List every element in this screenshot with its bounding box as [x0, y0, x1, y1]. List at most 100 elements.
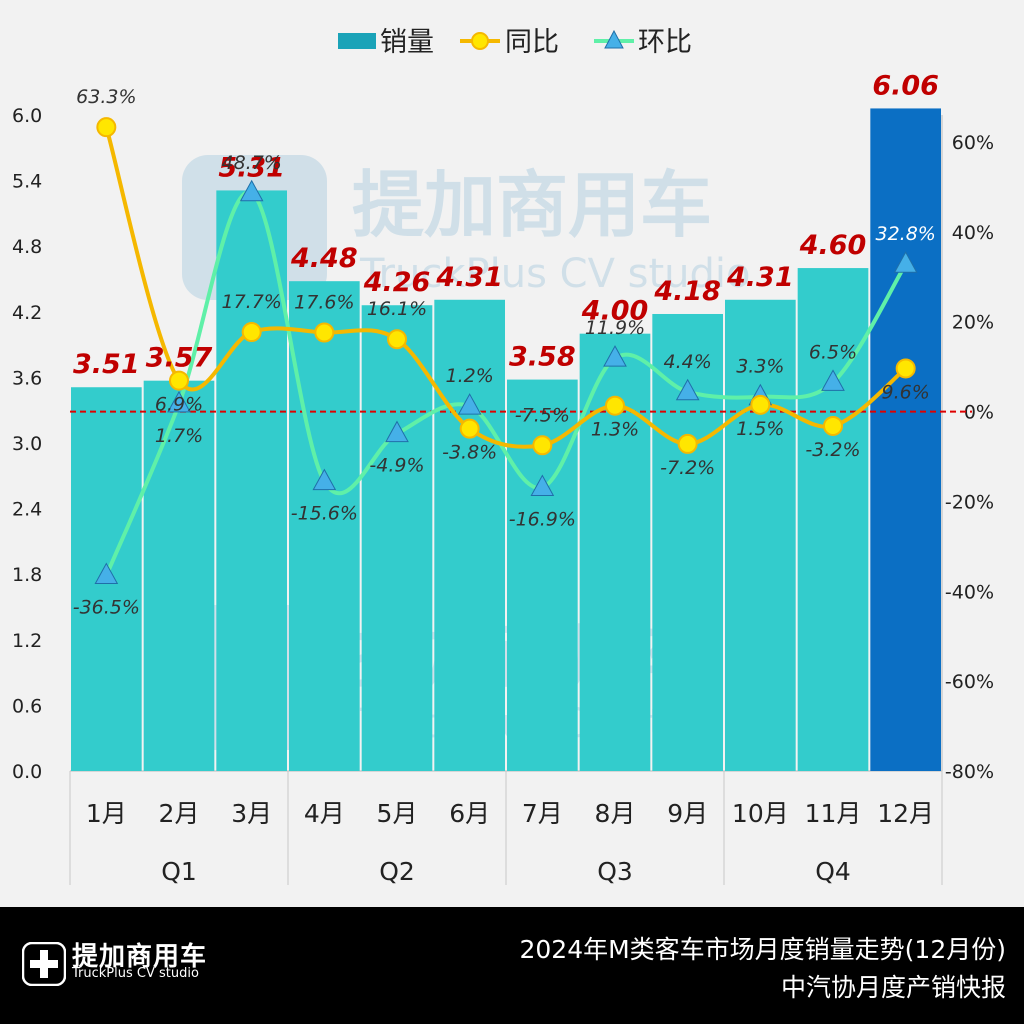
watermark-sub: TruckPlus CV studio [359, 251, 751, 297]
yoy-value-label: 6.9% [155, 394, 203, 416]
legend-sales-label: 销量 [380, 27, 434, 58]
sales-value-label: 3.51 [73, 349, 140, 380]
sales-value-label: 3.57 [146, 343, 213, 374]
yoy-marker [823, 415, 843, 436]
mom-marker [893, 251, 918, 273]
sales-value-label: 4.26 [363, 267, 431, 298]
yoy-value-label: 63.3% [76, 86, 136, 108]
yoy-marker [750, 394, 771, 415]
footer-title: 2024年M类客车市场月度销量走势(12月份) [519, 935, 1006, 964]
mom-marker [385, 420, 409, 443]
y-left-tick: 0.0 [12, 761, 42, 783]
bars [71, 108, 941, 771]
sales-value-label: 3.58 [509, 342, 576, 373]
bar-4月 [289, 281, 360, 771]
x-tick-label: 11月 [805, 799, 862, 828]
x-tick-label: 7月 [522, 799, 563, 828]
quarter-label: Q1 [161, 857, 197, 886]
yoy-marker [895, 358, 916, 379]
bar-3月 [216, 190, 287, 771]
legend: 销量 同比 环比 [338, 27, 692, 58]
yoy-value-label: 1.5% [736, 418, 784, 440]
yoy-value-label: -3.8% [442, 442, 497, 464]
yoy-value-label: 17.6% [294, 291, 354, 313]
yoy-marker [677, 433, 698, 454]
yoy-value-label: -7.5% [515, 404, 570, 426]
x-tick-label: 2月 [159, 799, 200, 828]
yoy-value-label: 17.7% [221, 291, 281, 313]
watermark-brand: 提加商用车 [352, 163, 712, 247]
sales-value-label: 4.31 [435, 262, 503, 293]
yoy-marker [241, 322, 262, 343]
mom-value-label: -15.6% [291, 503, 358, 525]
x-tick-label: 1月 [86, 799, 127, 828]
yoy-marker [459, 418, 480, 439]
x-tick-label: 10月 [732, 799, 789, 828]
bar-10月 [725, 299, 796, 771]
x-tick-label: 8月 [595, 799, 636, 828]
mom-value-label: 48.7% [221, 152, 281, 174]
y-left-tick: 6.0 [12, 105, 42, 127]
labels: 3.51 3.575.314.484.26 4.313.584.004.18 4.31… [73, 70, 939, 618]
sales-value-label: 4.31 [726, 262, 794, 293]
bar-5月 [361, 305, 433, 771]
yoy-value-label: -3.2% [805, 439, 860, 461]
mom-marker [167, 390, 191, 413]
yoy-marker [169, 370, 189, 391]
y-right-tick: -40% [945, 581, 994, 603]
y-right-tick: 60% [952, 132, 994, 154]
y-left-tick: 0.6 [12, 695, 42, 717]
sales-value-label: 4.00 [581, 296, 649, 327]
y-right-tick: 20% [952, 312, 994, 334]
axes: 0.0 0.6 1.2 1.8 2.4 3.0 3.6 4.2 4.8 5.4 6.0 -80% -60… [12, 105, 994, 886]
mom-marker [821, 369, 845, 391]
y-right-tick: -20% [945, 491, 994, 513]
x-tick-label: 12月 [877, 799, 934, 828]
mom-marker [239, 179, 264, 202]
yoy-value-label: -7.2% [660, 457, 715, 479]
y-left-tick: 5.4 [12, 171, 42, 193]
y-right-tick: 0% [964, 402, 994, 424]
mom-value-label: 4.4% [664, 351, 712, 373]
yoy-marker [314, 322, 335, 343]
sales-value-label: 4.18 [653, 276, 721, 307]
mom-value-label: 1.2% [446, 365, 494, 387]
y-right-tick: -60% [945, 671, 994, 693]
bar-12月 [870, 108, 941, 771]
x-tick-label: 5月 [377, 799, 418, 828]
mom-value-label: 32.8% [875, 223, 935, 245]
y-left-tick: 1.8 [12, 564, 42, 586]
y-left-tick: 3.6 [12, 367, 42, 389]
sales-value-label: 6.06 [872, 70, 939, 101]
quarter-label: Q3 [597, 857, 633, 886]
legend-mom-label: 环比 [638, 27, 692, 58]
yoy-value-label: 16.1% [367, 298, 427, 320]
sales-value-label: 4.48 [290, 243, 358, 274]
quarter-label: Q2 [379, 857, 415, 886]
chart-area: 提加商用车 TruckPlus CV studio 提加商用车 TruckPlu… [12, 27, 994, 886]
mom-marker [530, 474, 555, 497]
bar-6月 [434, 299, 505, 771]
y-left-tick: 2.4 [12, 499, 42, 521]
footer-subtitle: 中汽协月度产销快报 [780, 973, 1006, 1002]
yoy-value-label: 9.6% [882, 381, 930, 403]
legend-mom-marker [604, 29, 624, 49]
mom-value-label: -4.9% [369, 455, 424, 477]
mom-value-label: 3.3% [736, 356, 784, 378]
y-left-tick: 4.8 [12, 236, 42, 258]
footer-brand: 提加商用车 [72, 942, 208, 972]
bar-2月 [143, 380, 215, 771]
mom-marker [675, 378, 700, 401]
mom-marker [457, 393, 482, 415]
y-right-tick: -80% [945, 761, 994, 783]
yoy-marker [96, 117, 117, 138]
lines [94, 117, 918, 585]
x-tick-label: 9月 [667, 799, 708, 828]
mom-marker [603, 345, 627, 367]
sales-value-label: 4.60 [799, 230, 867, 261]
mom-marker [312, 468, 337, 491]
mom-value-label: 11.9% [585, 317, 645, 339]
y-left-tick: 4.2 [12, 302, 42, 324]
y-right-tick: 40% [952, 222, 994, 244]
yoy-marker [387, 329, 407, 350]
